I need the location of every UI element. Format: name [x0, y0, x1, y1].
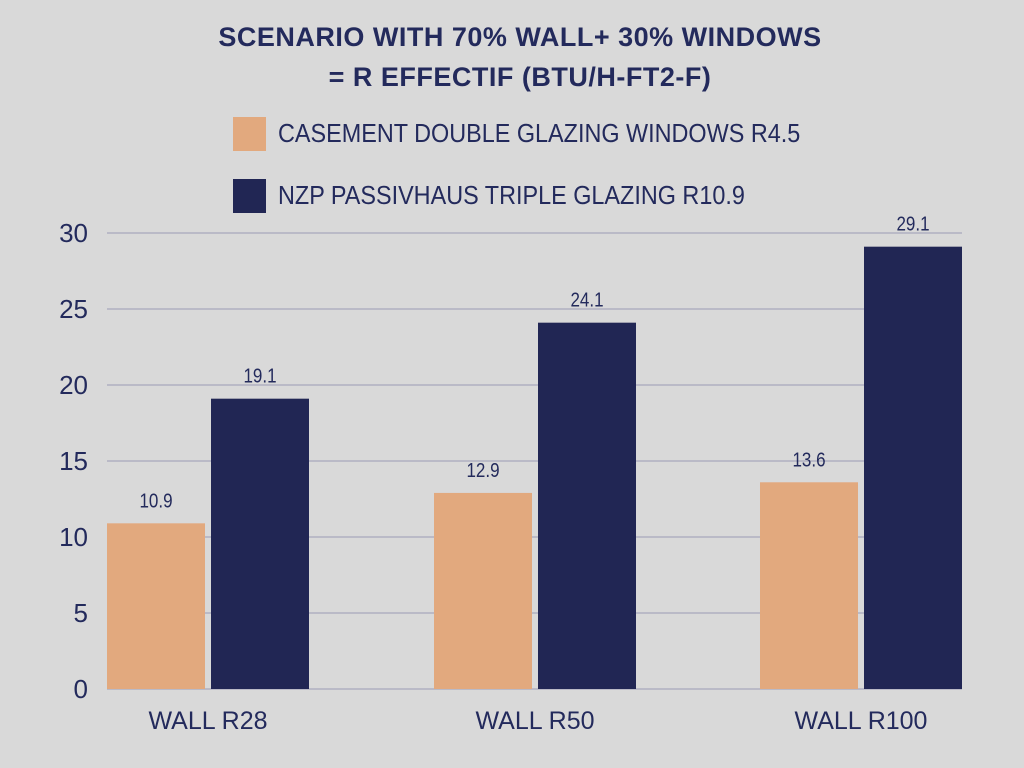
- y-tick-label: 30: [59, 218, 88, 248]
- bar: [107, 523, 205, 689]
- data-label: 13.6: [792, 448, 825, 471]
- y-tick-label: 0: [74, 674, 88, 704]
- y-tick-label: 15: [59, 446, 88, 476]
- y-tick-label: 25: [59, 294, 88, 324]
- y-tick-label: 20: [59, 370, 88, 400]
- y-tick-label: 10: [59, 522, 88, 552]
- data-label: 12.9: [466, 459, 499, 482]
- legend-swatch-passivhaus: [233, 179, 266, 213]
- bar: [864, 246, 962, 689]
- data-label: 10.9: [139, 489, 172, 512]
- x-tick-label: WALL R28: [148, 707, 267, 735]
- data-label: 24.1: [570, 288, 603, 311]
- legend-label-casement: CASEMENT DOUBLE GLAZING WINDOWS R4.5: [278, 118, 801, 148]
- chart-title-line1: SCENARIO WITH 70% WALL+ 30% WINDOWS: [218, 22, 822, 52]
- x-tick-label: WALL R100: [795, 707, 928, 735]
- bar: [211, 398, 309, 689]
- chart-title-line2: = R EFFECTIF (BTU/H-FT2-F): [328, 62, 712, 92]
- x-tick-label: WALL R50: [475, 707, 594, 735]
- y-tick-label: 5: [74, 598, 88, 628]
- data-label: 19.1: [243, 364, 276, 387]
- bar: [538, 322, 636, 689]
- legend-label-passivhaus: NZP PASSIVHAUS TRIPLE GLAZING R10.9: [278, 180, 745, 210]
- legend-swatch-casement: [233, 117, 266, 151]
- data-label: 29.1: [896, 212, 929, 235]
- bar: [434, 492, 532, 689]
- bar: [760, 482, 858, 689]
